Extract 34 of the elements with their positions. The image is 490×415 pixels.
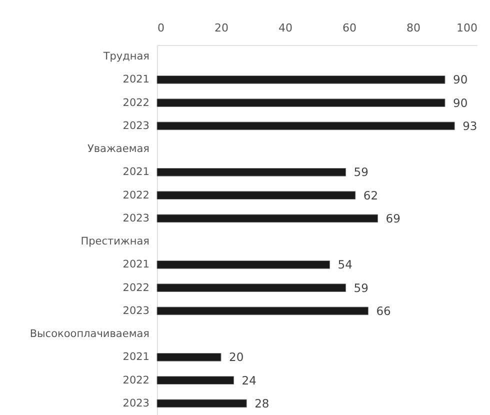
y-tick-label: 2021: [122, 166, 150, 178]
x-tick-label: 20: [214, 22, 228, 34]
y-tick-label: 2023: [122, 120, 150, 132]
data-label: 28: [254, 396, 270, 410]
y-tick-label: 2022: [122, 374, 150, 386]
data-label: 54: [338, 258, 352, 272]
data-label: 69: [386, 211, 400, 226]
x-tick-label: 100: [456, 22, 478, 34]
y-tick-label: 2021: [122, 74, 150, 86]
y-tick-label: 2022: [122, 282, 150, 294]
y-tick-label: 2023: [122, 212, 150, 224]
data-label: 90: [453, 96, 468, 110]
data-label: 66: [376, 304, 391, 318]
x-tick-label: 0: [158, 22, 164, 34]
y-tick-label: 2021: [122, 258, 150, 271]
y-tick-label: Уважаемая: [87, 143, 150, 156]
y-tick-label: 2021: [122, 351, 150, 364]
y-tick-label: 2023: [122, 397, 150, 410]
y-tick-label: Престижная: [80, 236, 150, 248]
x-tick-label: 80: [406, 22, 420, 34]
data-label: 24: [242, 373, 256, 388]
data-label: 62: [363, 188, 378, 202]
data-label: 20: [229, 350, 244, 364]
data-label: 90: [453, 72, 468, 87]
y-tick-label: 2022: [122, 189, 150, 202]
y-tick-label: 2022: [122, 96, 150, 109]
data-label: 93: [462, 118, 478, 133]
x-tick-label: 60: [342, 22, 356, 34]
x-tick-label: 40: [278, 22, 292, 34]
data-label: 59: [354, 280, 368, 295]
y-tick-label: Высокооплачиваемая: [30, 328, 150, 340]
y-tick-label: Трудная: [102, 50, 150, 63]
data-label: 59: [354, 165, 368, 180]
y-tick-label: 2023: [122, 304, 150, 317]
